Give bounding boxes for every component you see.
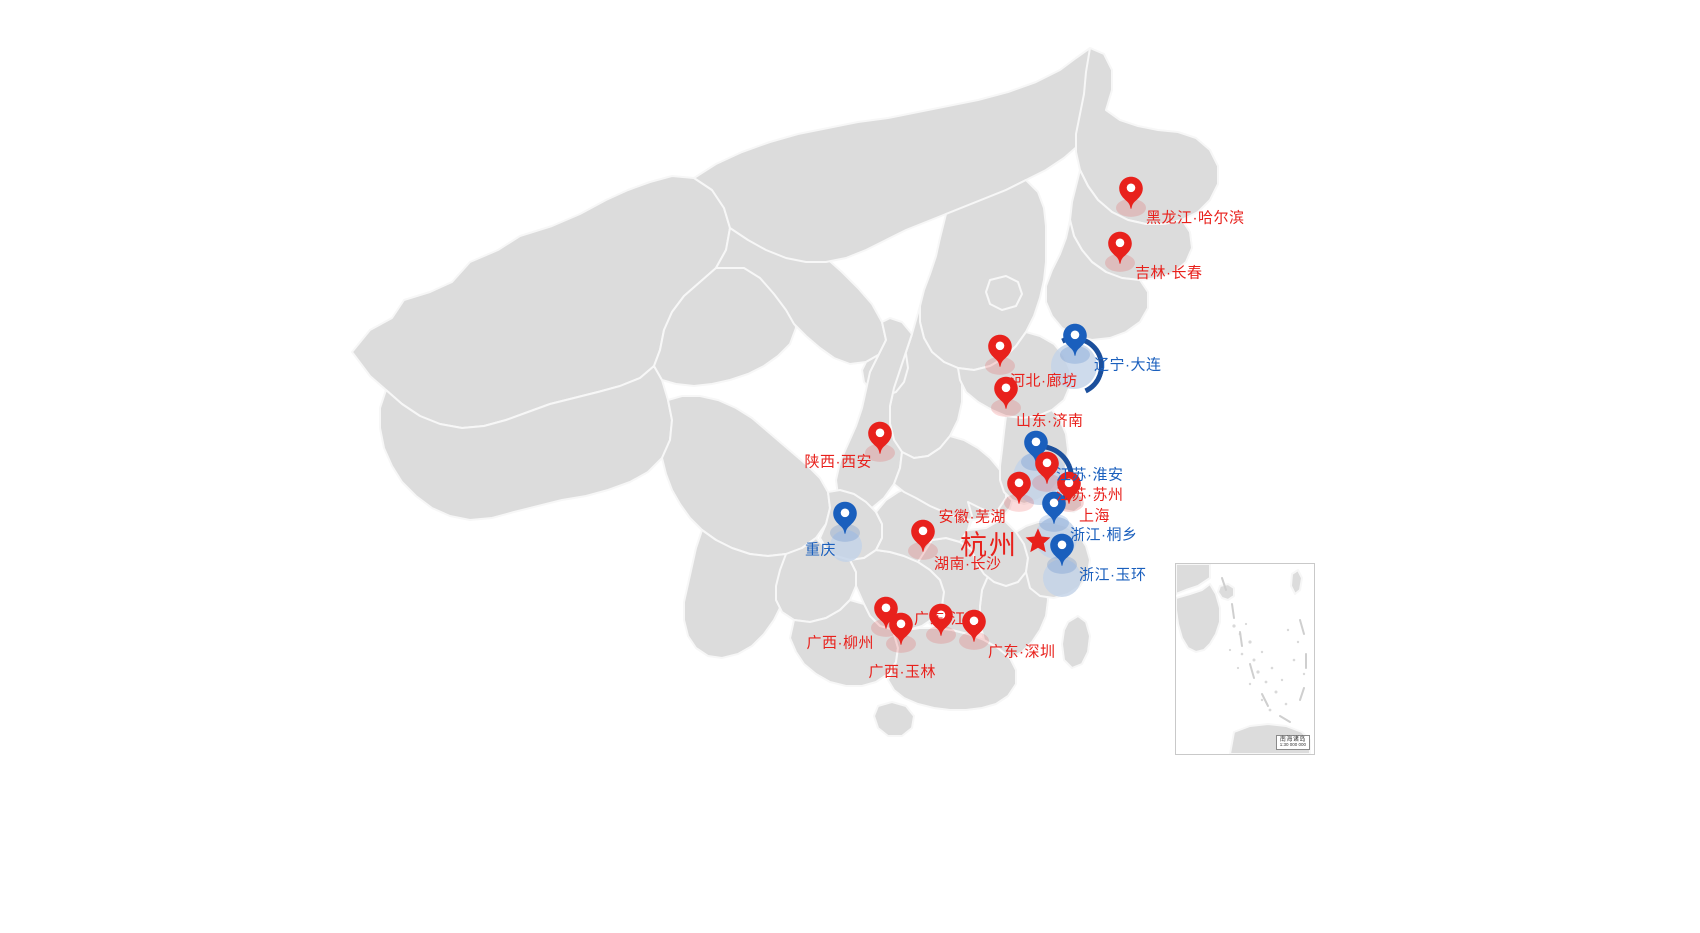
- headquarters-star-icon: [1024, 527, 1052, 560]
- inset-mainland: [1176, 564, 1211, 595]
- map-pin-icon[interactable]: [1032, 451, 1062, 492]
- map-marker[interactable]: [1105, 231, 1135, 272]
- province-yunnan: [683, 529, 791, 659]
- map-pin-icon[interactable]: [1105, 231, 1135, 272]
- map-pin-icon[interactable]: [1039, 491, 1069, 532]
- map-marker[interactable]: [1039, 491, 1069, 532]
- map-pin-icon[interactable]: [1116, 176, 1146, 217]
- map-marker[interactable]: [926, 603, 956, 644]
- inset-map-svg: [1176, 564, 1314, 754]
- map-pin-icon[interactable]: [1004, 471, 1034, 512]
- map-pin-icon[interactable]: [985, 334, 1015, 375]
- map-marker-label: 河北·廊坊: [1010, 372, 1078, 390]
- blob-chongqing: [830, 530, 862, 562]
- map-marker[interactable]: [1047, 533, 1077, 574]
- map-marker-label: 辽宁·大连: [1094, 356, 1162, 374]
- map-marker[interactable]: [865, 421, 895, 462]
- province-guangdong: [887, 627, 1017, 711]
- map-pin-icon[interactable]: [959, 609, 989, 650]
- map-pin-icon[interactable]: [991, 376, 1021, 417]
- map-marker-label: 浙江·玉环: [1079, 566, 1147, 584]
- map-marker-label: 湖南·长沙: [934, 555, 1002, 573]
- map-marker-label: 吉林·长春: [1135, 264, 1203, 282]
- map-marker-label: 江苏·淮安: [1056, 466, 1124, 484]
- map-marker-label: 广东·深圳: [988, 643, 1056, 661]
- map-pin-icon[interactable]: [1047, 533, 1077, 574]
- inset-scale-name: 南海诸岛: [1279, 736, 1306, 743]
- inset-taiwan: [1290, 569, 1303, 595]
- headquarters-label: 杭州: [960, 530, 1018, 561]
- map-marker[interactable]: [830, 501, 860, 542]
- province-xinjiang: [351, 175, 731, 429]
- province-sichuan: [661, 395, 831, 557]
- map-marker[interactable]: [985, 334, 1015, 375]
- province-taiwan: [1061, 615, 1091, 669]
- province-heilongjiang: [1075, 47, 1219, 225]
- map-marker-label: 广西·玉林: [868, 663, 936, 681]
- inset-nine-dash-line: [1221, 577, 1307, 723]
- province-liaoning: [1045, 219, 1149, 341]
- map-marker[interactable]: [1116, 176, 1146, 217]
- map-marker-label: 黑龙江·哈尔滨: [1146, 209, 1245, 227]
- inset-indochina: [1176, 583, 1221, 653]
- map-pin-icon[interactable]: [830, 501, 860, 542]
- map-marker-label: 广东·江门: [914, 610, 982, 628]
- map-marker-label: 陕西·西安: [804, 453, 872, 471]
- province-hainan: [873, 701, 915, 737]
- map-marker[interactable]: [886, 612, 916, 653]
- map-marker-label: 重庆: [804, 541, 836, 559]
- inset-hainan: [1217, 583, 1235, 601]
- map-pin-icon[interactable]: [926, 603, 956, 644]
- map-marker-label: 安徽·芜湖: [938, 508, 1006, 526]
- map-marker-label: 上海: [1079, 507, 1111, 525]
- map-marker-label: 浙江·桐乡: [1070, 526, 1138, 544]
- map-marker[interactable]: [991, 376, 1021, 417]
- map-marker[interactable]: [1004, 471, 1034, 512]
- map-marker[interactable]: [959, 609, 989, 650]
- map-marker-label: 广西·柳州: [806, 634, 874, 652]
- map-pin-icon[interactable]: [908, 519, 938, 560]
- map-marker-label: 山东·济南: [1016, 412, 1084, 430]
- south-china-sea-inset: 南海诸岛 1:30 000 000: [1175, 563, 1315, 755]
- map-marker-label: 江苏·苏州: [1056, 486, 1124, 504]
- map-pin-icon[interactable]: [1060, 323, 1090, 364]
- map-pin-icon[interactable]: [865, 421, 895, 462]
- province-inner-mongolia: [693, 47, 1113, 263]
- map-pin-icon[interactable]: [886, 612, 916, 653]
- map-marker[interactable]: [1032, 451, 1062, 492]
- inset-scale-bar: 南海诸岛 1:30 000 000: [1275, 734, 1310, 750]
- province-beijing: [985, 275, 1023, 311]
- map-marker[interactable]: [1060, 323, 1090, 364]
- map-marker[interactable]: [908, 519, 938, 560]
- inset-scale-ratio: 1:30 000 000: [1279, 742, 1306, 748]
